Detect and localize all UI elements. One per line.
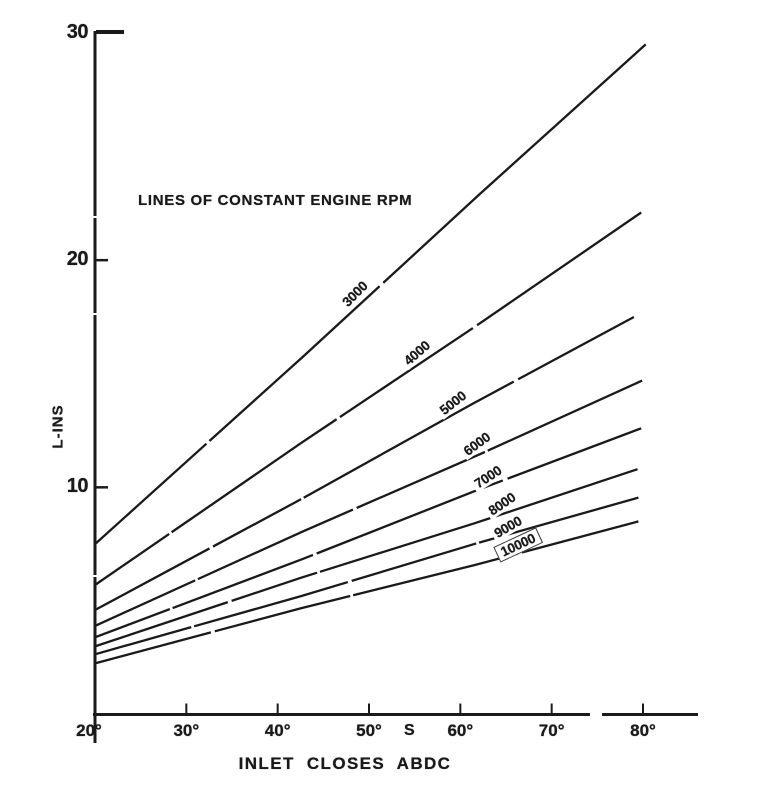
x-tick-label-40: 40° [264,721,291,740]
x-tick-label-30: 30° [173,721,200,740]
x-tick-label-50: 50° [356,721,382,740]
x-tick-label-70: 70° [538,721,565,740]
stray-mark: S [404,722,415,739]
rpm-line-6000 [94,379,643,627]
x-axis-title: INLET CLOSES ABDC [238,754,452,773]
rpm-line-8000 [94,468,638,648]
rpm-line-7000 [94,427,642,639]
y-axis-title: L-INS [49,404,67,449]
y-tick-label-30: 30 [66,21,89,43]
x-tick-label-60: 60° [447,721,474,740]
chart-annotation: LINES OF CONSTANT ENGINE RPM [138,192,413,209]
rpm-line-5000 [94,315,635,612]
y-tick-label-20: 20 [66,248,89,271]
rpm-line-3000 [94,43,647,545]
x-tick-label-20: 20° [76,721,102,740]
y-tick-label-10: 10 [66,475,89,498]
rpm-line-4000 [94,211,642,586]
x-tick-label-80: 80° [630,721,656,740]
rpm-line-10000 [94,520,639,665]
rpm-line-9000 [94,496,639,656]
